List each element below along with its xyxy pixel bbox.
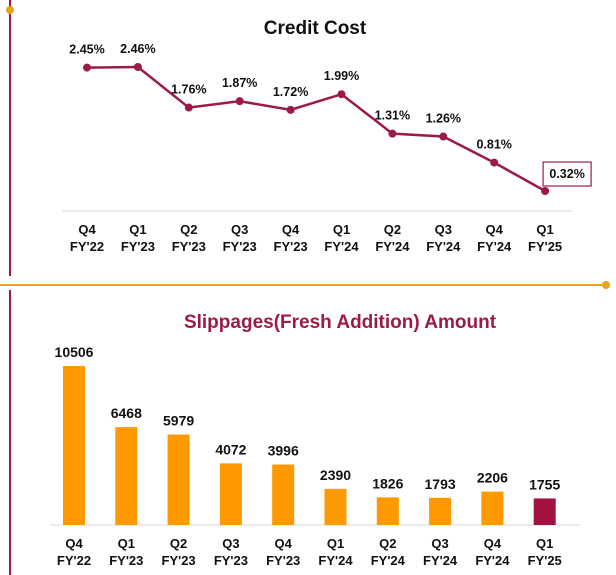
x-tick-label-4: Q3 FY'23	[223, 222, 257, 254]
bar-7	[376, 497, 399, 525]
data-point-4	[235, 97, 244, 106]
bar-9	[481, 491, 504, 525]
x-tick-label-2: Q1 FY'23	[121, 222, 155, 254]
bar-1	[63, 366, 85, 525]
x-tick-label-8: Q3 FY'24	[426, 222, 461, 254]
data-point-9	[490, 158, 499, 167]
bar-value-label-4: 4072	[215, 441, 246, 457]
divider-dot-top	[6, 6, 14, 14]
data-label-9: 0.81%	[476, 138, 511, 152]
data-point-6	[337, 90, 346, 99]
data-label-4: 1.87%	[222, 76, 257, 90]
data-label-7: 1.31%	[375, 109, 410, 123]
bar-value-label-8: 1793	[425, 476, 456, 492]
x-tick-label-7: Q2 FY'24	[375, 222, 410, 254]
data-point-7	[388, 129, 397, 138]
bar-value-label-10: 1755	[529, 476, 560, 492]
x-tick-label-10: Q1 FY'25	[528, 222, 562, 254]
x-tick-label-2: Q1 FY'23	[109, 536, 143, 568]
x-tick-label-8: Q3 FY'24	[423, 536, 458, 568]
bar-8	[429, 497, 452, 525]
data-point-2	[133, 63, 142, 71]
data-label-1: 2.45%	[69, 43, 104, 57]
data-label-box-last	[542, 161, 592, 187]
x-tick-label-1: Q4 FY'22	[57, 536, 91, 568]
horizontal-divider	[0, 284, 606, 286]
x-tick-label-1: Q4 FY'22	[70, 222, 104, 254]
bar-4	[219, 463, 242, 525]
bar-value-label-2: 6468	[111, 405, 142, 421]
vertical-divider-top	[9, 0, 11, 276]
vertical-divider-bottom	[9, 290, 11, 575]
data-label-6: 1.99%	[324, 69, 359, 83]
x-tick-label-10: Q1 FY'25	[528, 536, 562, 568]
data-label-3: 1.76%	[171, 83, 206, 97]
data-label-2: 2.46%	[120, 42, 155, 56]
bar-value-label-7: 1826	[372, 475, 403, 491]
bar-5	[272, 464, 295, 525]
bar-value-label-6: 2390	[320, 467, 351, 483]
slippages-title: Slippages(Fresh Addition) Amount	[183, 312, 497, 333]
data-point-3	[184, 103, 193, 112]
bar-2	[115, 427, 138, 525]
data-point-1	[83, 63, 91, 72]
x-tick-label-7: Q2 FY'24	[371, 536, 406, 568]
credit-cost-title: Credit Cost	[263, 18, 367, 39]
credit-cost-series-line	[86, 65, 546, 193]
x-tick-label-4: Q3 FY'23	[214, 536, 248, 568]
data-label-10: 0.32%	[549, 167, 584, 181]
bar-value-label-5: 3996	[268, 443, 299, 459]
x-tick-label-3: Q2 FY'23	[172, 222, 206, 254]
x-tick-label-9: Q4 FY'24	[477, 222, 512, 254]
data-point-10	[541, 187, 550, 195]
x-tick-label-6: Q1 FY'24	[318, 536, 353, 568]
bar-value-label-3: 5979	[163, 413, 194, 429]
x-tick-label-9: Q4 FY'24	[475, 536, 510, 568]
data-point-5	[286, 105, 295, 114]
bar-6	[324, 488, 347, 525]
bar-value-label-9: 2206	[477, 470, 508, 486]
bar-10	[533, 498, 556, 525]
credit-cost-line-chart: 2.45% Q4 FY'22 2.46% Q1 FY'23 1.76% Q2 FY'23 1.87…	[62, 42, 592, 254]
x-tick-label-3: Q2 FY'23	[162, 536, 196, 568]
bar-3	[167, 434, 190, 525]
x-tick-label-6: Q1 FY'24	[324, 222, 359, 254]
bar-value-label-1: 10506	[55, 344, 94, 360]
data-point-8	[439, 132, 448, 141]
data-label-8: 1.26%	[426, 112, 461, 126]
x-tick-label-5: Q4 FY'23	[274, 222, 308, 254]
data-label-5: 1.72%	[273, 85, 308, 99]
x-tick-label-5: Q4 FY'23	[266, 536, 300, 568]
divider-dot-right	[602, 281, 610, 289]
